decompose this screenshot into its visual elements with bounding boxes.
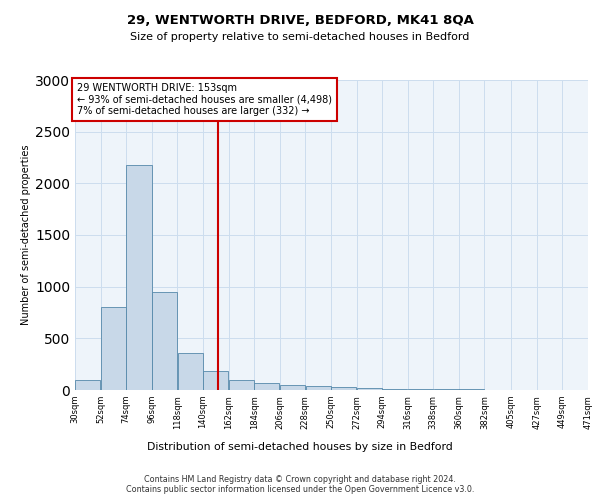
Bar bbox=[101, 308, 126, 390]
Bar bbox=[305, 386, 331, 390]
Bar bbox=[203, 372, 228, 390]
Text: Size of property relative to semi-detached houses in Bedford: Size of property relative to semi-detach… bbox=[130, 32, 470, 42]
Bar bbox=[152, 292, 177, 390]
Bar bbox=[127, 165, 152, 390]
Text: Contains HM Land Registry data © Crown copyright and database right 2024.
Contai: Contains HM Land Registry data © Crown c… bbox=[126, 474, 474, 494]
Bar bbox=[178, 353, 203, 390]
Bar bbox=[280, 385, 305, 390]
Bar bbox=[75, 380, 100, 390]
Bar bbox=[408, 389, 433, 390]
Bar bbox=[229, 380, 254, 390]
Text: 29 WENTWORTH DRIVE: 153sqm
← 93% of semi-detached houses are smaller (4,498)
7% : 29 WENTWORTH DRIVE: 153sqm ← 93% of semi… bbox=[77, 83, 332, 116]
Y-axis label: Number of semi-detached properties: Number of semi-detached properties bbox=[21, 145, 31, 325]
Bar bbox=[357, 388, 382, 390]
Text: Distribution of semi-detached houses by size in Bedford: Distribution of semi-detached houses by … bbox=[147, 442, 453, 452]
Bar bbox=[331, 388, 356, 390]
Bar bbox=[254, 383, 280, 390]
Text: 29, WENTWORTH DRIVE, BEDFORD, MK41 8QA: 29, WENTWORTH DRIVE, BEDFORD, MK41 8QA bbox=[127, 14, 473, 27]
Bar bbox=[382, 389, 407, 390]
